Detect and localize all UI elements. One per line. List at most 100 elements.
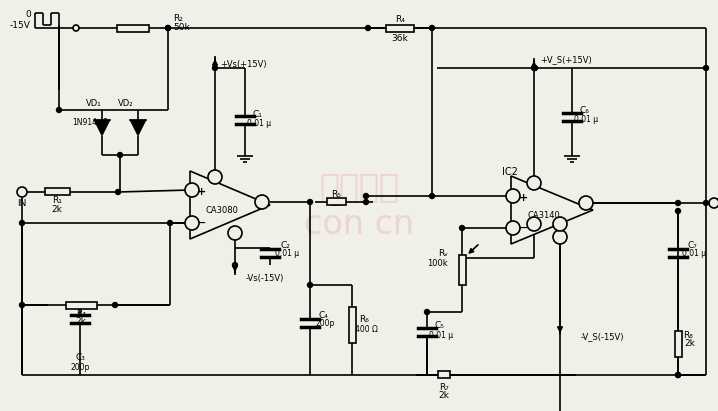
Text: 0.01 μ: 0.01 μ: [275, 249, 299, 259]
Text: -V_S(-15V): -V_S(-15V): [580, 332, 624, 342]
Polygon shape: [94, 120, 110, 136]
Circle shape: [365, 25, 370, 30]
Circle shape: [676, 372, 681, 377]
Text: 400 Ω: 400 Ω: [355, 325, 378, 333]
Circle shape: [116, 189, 121, 194]
Bar: [386, 25, 414, 32]
Circle shape: [429, 25, 434, 30]
Circle shape: [19, 220, 24, 226]
Polygon shape: [130, 120, 146, 136]
Text: +Vs(+15V): +Vs(+15V): [220, 60, 266, 69]
Bar: [459, 255, 465, 285]
Text: 1N914×2: 1N914×2: [72, 118, 108, 127]
Text: R₂: R₂: [173, 14, 183, 23]
Text: 50k: 50k: [173, 23, 190, 32]
Text: 0.01 μ: 0.01 μ: [247, 118, 271, 127]
Polygon shape: [190, 171, 270, 239]
Text: C₄: C₄: [318, 310, 328, 319]
Circle shape: [506, 189, 520, 203]
Text: 0: 0: [25, 9, 31, 18]
Text: C₃: C₃: [75, 353, 85, 363]
Text: 2k: 2k: [439, 392, 449, 400]
Circle shape: [676, 208, 681, 213]
Text: 4: 4: [233, 229, 238, 238]
Text: CA3140: CA3140: [528, 210, 560, 219]
Circle shape: [228, 226, 242, 240]
Circle shape: [73, 25, 79, 31]
Text: 3: 3: [510, 192, 516, 201]
Text: 3: 3: [190, 185, 195, 194]
Text: 2k: 2k: [331, 199, 342, 208]
Text: 36k: 36k: [391, 34, 409, 42]
Text: -15V: -15V: [9, 21, 30, 30]
Circle shape: [255, 195, 269, 209]
Text: 6: 6: [584, 199, 589, 208]
Polygon shape: [511, 176, 593, 244]
Circle shape: [506, 221, 520, 235]
Text: R₇: R₇: [439, 383, 449, 392]
Circle shape: [167, 220, 172, 226]
Text: +V_S(+15V): +V_S(+15V): [540, 55, 592, 65]
Circle shape: [185, 216, 199, 230]
Text: 2: 2: [190, 219, 195, 228]
Circle shape: [579, 196, 593, 210]
Circle shape: [113, 302, 118, 307]
Bar: [674, 331, 681, 357]
Text: C₅: C₅: [434, 321, 444, 330]
Text: CA3080: CA3080: [205, 206, 238, 215]
Text: R₈: R₈: [683, 330, 693, 339]
Circle shape: [57, 108, 62, 113]
Circle shape: [553, 217, 567, 231]
Text: C₇: C₇: [687, 240, 697, 249]
Text: 100k: 100k: [427, 259, 448, 268]
Text: 1: 1: [558, 219, 562, 229]
Text: 0.01 μ: 0.01 μ: [574, 115, 598, 123]
Circle shape: [363, 194, 368, 199]
Text: −: −: [519, 223, 528, 233]
Text: OUT: OUT: [714, 198, 718, 208]
Circle shape: [233, 263, 238, 268]
Text: -Vs(-15V): -Vs(-15V): [246, 275, 284, 284]
Text: R₁: R₁: [52, 196, 62, 205]
Circle shape: [118, 152, 123, 157]
Circle shape: [527, 217, 541, 231]
Circle shape: [213, 65, 218, 71]
Text: +: +: [519, 193, 528, 203]
Text: 200p: 200p: [70, 363, 90, 372]
Bar: [348, 307, 355, 343]
Text: VD₁: VD₁: [86, 99, 102, 108]
Circle shape: [307, 282, 312, 288]
Bar: [45, 189, 70, 196]
Text: R₆: R₆: [359, 316, 369, 325]
Circle shape: [19, 302, 24, 307]
Text: −: −: [197, 218, 207, 228]
Bar: [438, 372, 450, 379]
Circle shape: [166, 25, 170, 30]
Text: R₄: R₄: [395, 14, 405, 23]
Text: 5: 5: [213, 173, 218, 182]
Circle shape: [460, 226, 465, 231]
Text: IC2: IC2: [502, 167, 518, 177]
Circle shape: [553, 230, 567, 244]
Text: 200p: 200p: [315, 319, 335, 328]
Circle shape: [531, 65, 536, 71]
Text: C₂: C₂: [280, 240, 290, 249]
Text: C₆: C₆: [579, 106, 589, 115]
Text: 7: 7: [531, 178, 536, 187]
Text: 4: 4: [558, 233, 562, 242]
Circle shape: [527, 176, 541, 190]
Text: IN: IN: [17, 199, 27, 208]
Bar: [327, 199, 346, 206]
Bar: [117, 25, 149, 32]
Bar: [67, 302, 97, 309]
Text: +: +: [197, 187, 207, 197]
Circle shape: [533, 65, 538, 71]
Circle shape: [185, 183, 199, 197]
Text: 2: 2: [510, 224, 516, 233]
Text: R₅: R₅: [332, 189, 342, 199]
Circle shape: [208, 170, 222, 184]
Circle shape: [166, 25, 170, 30]
Circle shape: [676, 372, 681, 377]
Circle shape: [17, 187, 27, 197]
Circle shape: [709, 198, 718, 208]
